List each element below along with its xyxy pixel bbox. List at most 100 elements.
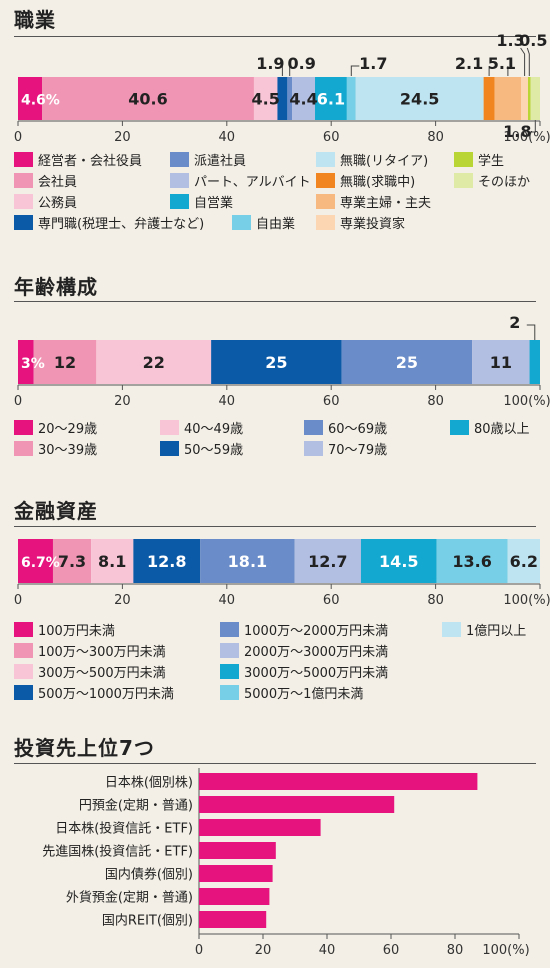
age-tick-label: 20 — [114, 394, 131, 409]
occupation-leader-line — [526, 47, 530, 76]
legend-label: 60〜69歳 — [328, 422, 388, 437]
occupation-data-label: 4.6% — [21, 93, 60, 109]
top7-category-label: 先進国株(投資信託・ETF) — [42, 844, 193, 860]
legend-swatch — [14, 685, 33, 700]
legend-label: 1億円以上 — [466, 624, 527, 639]
legend-item: 自由業 — [232, 213, 295, 232]
assets-data-label: 18.1 — [228, 552, 267, 571]
age-tick-label: 80 — [427, 394, 444, 409]
occupation-segment — [527, 77, 531, 120]
top7-bar — [199, 865, 273, 882]
legend-item: そのほか — [454, 171, 530, 190]
top7-category-label: 円預金(定期・普通) — [79, 798, 193, 814]
top7-bar — [199, 888, 270, 905]
legend-item: 専業主婦・主夫 — [316, 192, 431, 211]
legend-item: 3000万〜5000万円未満 — [220, 662, 388, 681]
legend-swatch — [170, 194, 189, 209]
legend-swatch — [316, 194, 335, 209]
occupation-data-label: 0.5 — [519, 31, 547, 50]
assets-legend: 100万円未満 1000万〜2000万円未満 1億円以上 100万〜300万円未満 20… — [14, 620, 544, 706]
age-tick-label: 100(%) — [503, 394, 550, 409]
assets-data-label: 8.1 — [98, 552, 126, 571]
legend-label: 50〜59歳 — [184, 443, 244, 458]
legend-swatch — [232, 215, 251, 230]
age-data-label: 25 — [265, 353, 287, 372]
assets-data-label: 6.2 — [510, 552, 538, 571]
legend-label: 自営業 — [194, 196, 234, 211]
occupation-data-label: 1.9 — [256, 54, 284, 73]
occupation-segment — [287, 77, 293, 120]
legend-swatch — [220, 622, 239, 637]
legend-label: 経営者・会社役員 — [38, 154, 143, 169]
legend-label: 1000万〜2000万円未満 — [244, 624, 389, 639]
legend-label: 80歳以上 — [474, 422, 530, 437]
occupation-leader-line — [529, 120, 536, 133]
legend-item: 5000万〜1億円未満 — [220, 683, 363, 702]
legend-swatch — [14, 441, 33, 456]
legend-item: 70〜79歳 — [304, 439, 387, 458]
assets-tick-label: 100(%) — [503, 593, 550, 608]
assets-segment — [294, 539, 361, 583]
legend-label: 専業投資家 — [340, 217, 406, 232]
occupation-segment — [483, 77, 495, 120]
legend-swatch — [316, 215, 335, 230]
assets-data-label: 14.5 — [379, 552, 418, 571]
assets-segment — [133, 539, 201, 583]
legend-swatch — [442, 622, 461, 637]
legend-item: 学生 — [454, 150, 504, 169]
legend-item: 無職(求職中) — [316, 171, 415, 190]
legend-item: 100万〜300万円未満 — [14, 641, 166, 660]
age-segment — [96, 340, 212, 384]
age-data-label: 11 — [490, 353, 512, 372]
legend-item: 公務員 — [14, 192, 77, 211]
legend-label: 専業主婦・主夫 — [340, 196, 432, 211]
occupation-data-label: 4.5 — [252, 90, 280, 109]
occupation-segment — [277, 77, 288, 120]
top7-category-label: 外貨預金(定期・普通) — [66, 890, 193, 906]
legend-item: 無職(リタイア) — [316, 150, 428, 169]
age-data-label: 12 — [54, 353, 76, 372]
top7-bar — [199, 773, 478, 790]
legend-label: 70〜79歳 — [328, 443, 388, 458]
occupation-tick-label: 80 — [427, 130, 444, 145]
occupation-segment — [42, 77, 254, 120]
top7-tick-label: 20 — [255, 943, 272, 958]
legend-label: 5000万〜1億円未満 — [244, 687, 364, 702]
assets-data-label: 12.7 — [308, 552, 347, 571]
occupation-data-label: 24.5 — [400, 90, 439, 109]
top7-category-label: 日本株(投資信託・ETF) — [55, 821, 193, 837]
legend-item: パート、アルバイト — [170, 171, 311, 190]
top7-tick-label: 100(%) — [482, 943, 529, 958]
occupation-data-label: 1.8 — [503, 122, 531, 141]
legend-label: 3000万〜5000万円未満 — [244, 666, 389, 681]
legend-item: 100万円未満 — [14, 620, 115, 639]
legend-swatch — [316, 152, 335, 167]
legend-item: 80歳以上 — [450, 418, 530, 437]
occupation-chart: 4.6% 40.6 4.5 4.4 6.1 24.51.9 0.9 1.7 2.1 5.11.30… — [14, 31, 550, 145]
occupation-tick-label: 0 — [14, 130, 22, 145]
legend-item: 経営者・会社役員 — [14, 150, 142, 169]
legend-swatch — [14, 664, 33, 679]
occupation-data-label: 4.4 — [289, 90, 317, 109]
legend-item: 500万〜1000万円未満 — [14, 683, 174, 702]
occupation-tick-label: 100(%) — [503, 130, 550, 145]
age-tick-label: 60 — [323, 394, 340, 409]
assets-segment — [436, 539, 508, 583]
legend-item: 会社員 — [14, 171, 77, 190]
legend-item: 2000万〜3000万円未満 — [220, 641, 388, 660]
age-tick-label: 0 — [14, 394, 22, 409]
legend-label: 20〜29歳 — [38, 422, 98, 437]
age-segment — [33, 340, 97, 384]
top7-chart: 日本株(個別株) 円預金(定期・普通) 日本株(投資信託・ETF) 先進国株(投資信託… — [42, 768, 530, 958]
occupation-tick-label: 20 — [114, 130, 131, 145]
legend-swatch — [14, 420, 33, 435]
legend-label: パート、アルバイト — [194, 175, 311, 190]
age-legend: 20〜29歳 40〜49歳 60〜69歳 80歳以上 30〜39歳 50〜59歳 70〜79… — [14, 418, 544, 460]
legend-item: 自営業 — [170, 192, 233, 211]
legend-label: 2000万〜3000万円未満 — [244, 645, 389, 660]
occupation-data-label: 5.1 — [488, 54, 516, 73]
age-data-label: 22 — [143, 353, 165, 372]
legend-label: 無職(求職中) — [340, 175, 416, 190]
assets-tick-label: 40 — [219, 593, 236, 608]
top7-category-label: 国内REIT(個別) — [102, 913, 193, 929]
